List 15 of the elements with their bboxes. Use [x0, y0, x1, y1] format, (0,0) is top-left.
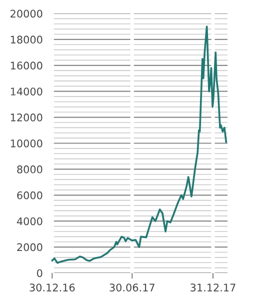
y-tick-label: 4000	[16, 217, 42, 226]
y-tick-label: 18000	[10, 36, 42, 44]
y-tick-label: 12000	[10, 114, 42, 122]
y-tick-label: 0	[37, 269, 42, 278]
y-tick-label: 16000	[10, 62, 42, 70]
y-tick-label: 20000	[10, 10, 42, 18]
y-tick-label: 6000	[17, 191, 42, 200]
line-series	[51, 26, 228, 264]
x-tick-label: 30.12.16	[30, 284, 75, 292]
y-tick-label: 2000	[17, 243, 42, 252]
y-tick-label: 8000	[17, 165, 42, 174]
y-tick-label: 10000	[10, 139, 42, 148]
y-tick-label: 14000	[10, 88, 42, 96]
x-tick-label: 30.06.17	[110, 284, 154, 292]
x-tick-label: 31.12.17	[190, 284, 236, 292]
